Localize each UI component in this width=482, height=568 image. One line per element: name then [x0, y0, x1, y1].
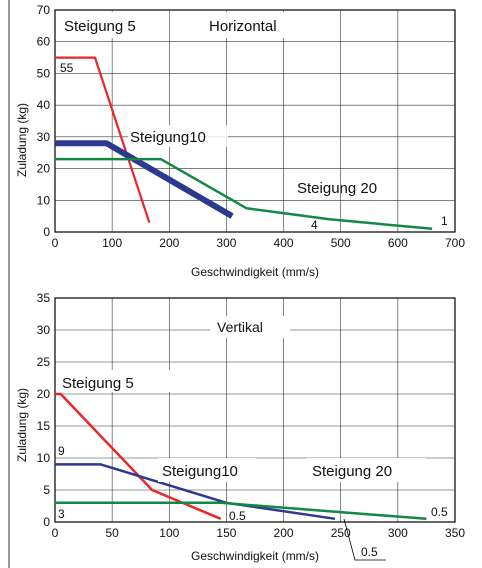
x-tick-label: 150	[216, 526, 236, 540]
plot-frame	[54, 9, 456, 233]
end-label-55: 55	[60, 61, 74, 75]
x-tick-label: 100	[102, 236, 122, 250]
end-label-4: 4	[311, 218, 318, 232]
y-tick-label: 50	[37, 66, 51, 80]
series-label-steigung-5: Steigung 5	[62, 375, 134, 392]
x-tick-label: 600	[388, 236, 408, 250]
series-line-steigung10	[55, 140, 234, 219]
title-box	[210, 316, 290, 338]
chart-title-vertikal: Vertikal	[217, 319, 263, 335]
y-tick-label: 40	[37, 98, 51, 112]
series-label-steigung-5: Steigung 5	[64, 18, 136, 35]
y-tick-label: 0	[43, 225, 50, 239]
steigung-10-label-box	[158, 458, 256, 482]
end-label-0.5-blue: 0.5	[361, 545, 378, 559]
steigung-5-label-box	[58, 370, 170, 392]
chart-vertikal: 0 50 100 150 200 250 300 350 0 5 10 15 20 25 30 35 Vert…	[15, 291, 465, 563]
y-tick-label: 10	[37, 451, 51, 465]
x-tick-label: 700	[445, 236, 465, 250]
series-label-steigung-10: Steigung10	[162, 463, 238, 480]
y-tick-label: 20	[37, 162, 51, 176]
steigung-5-label-box	[57, 12, 169, 38]
y-tick-label: 30	[37, 323, 51, 337]
series-line-steigung5	[55, 56, 151, 223]
x-tick-label: 50	[105, 526, 119, 540]
y-tick-label: 15	[37, 419, 51, 433]
x-tick-label: 350	[445, 526, 465, 540]
end-label-3: 3	[58, 507, 65, 521]
chart-horizontal: 0 100 200 300 400 500 600 700 0 10 20 30 40 50 60 70 St…	[15, 3, 465, 279]
y-tick-label: 20	[37, 387, 51, 401]
series-line-steigung5	[55, 392, 222, 520]
end-label-1: 1	[441, 214, 448, 228]
x-tick-label: 200	[274, 526, 294, 540]
y-tick-label: 10	[37, 193, 51, 207]
x-tick-label: 400	[274, 236, 294, 250]
leader-line-blue-end	[343, 518, 386, 561]
x-axis-label: Geschwindigkeit (mm/s)	[191, 265, 319, 279]
x-tick-label: 0	[52, 236, 59, 250]
series-label-steigung-20: Steigung 20	[297, 180, 377, 197]
chart-title-horizontal: Horizontal	[209, 18, 277, 35]
series-line-steigung10	[55, 463, 336, 521]
end-label-0.5-red: 0.5	[229, 509, 246, 523]
plot-frame	[54, 297, 456, 523]
x-tick-label: 250	[331, 526, 351, 540]
x-axis-label: Geschwindigkeit (mm/s)	[191, 549, 319, 563]
title-box	[203, 12, 303, 38]
x-tick-label: 300	[388, 526, 408, 540]
x-tick-label: 200	[159, 236, 179, 250]
y-tick-label: 25	[37, 355, 51, 369]
y-tick-label: 5	[43, 483, 50, 497]
series-line-steigung20	[55, 501, 427, 521]
x-tick-label: 0	[52, 526, 59, 540]
steigung-10-label-box	[128, 125, 228, 147]
x-tick-label: 100	[159, 526, 179, 540]
y-tick-label: 60	[37, 35, 51, 49]
x-tick-label: 500	[331, 236, 351, 250]
end-label-0.5-green: 0.5	[431, 505, 448, 519]
y-tick-label: 0	[43, 515, 50, 529]
x-tick-label: 300	[216, 236, 236, 250]
y-axis-label: Zuladung (kg)	[15, 103, 29, 177]
end-label-9: 9	[58, 444, 65, 458]
series-label-steigung-20: Steigung 20	[312, 463, 392, 480]
y-tick-label: 35	[37, 291, 51, 305]
series-label-steigung-10: Steigung10	[130, 129, 206, 146]
series-line-steigung20	[55, 157, 433, 231]
y-tick-label: 70	[37, 3, 51, 17]
y-tick-label: 30	[37, 130, 51, 144]
y-axis-label: Zuladung (kg)	[15, 388, 29, 462]
steigung-20-label-box	[306, 458, 426, 482]
